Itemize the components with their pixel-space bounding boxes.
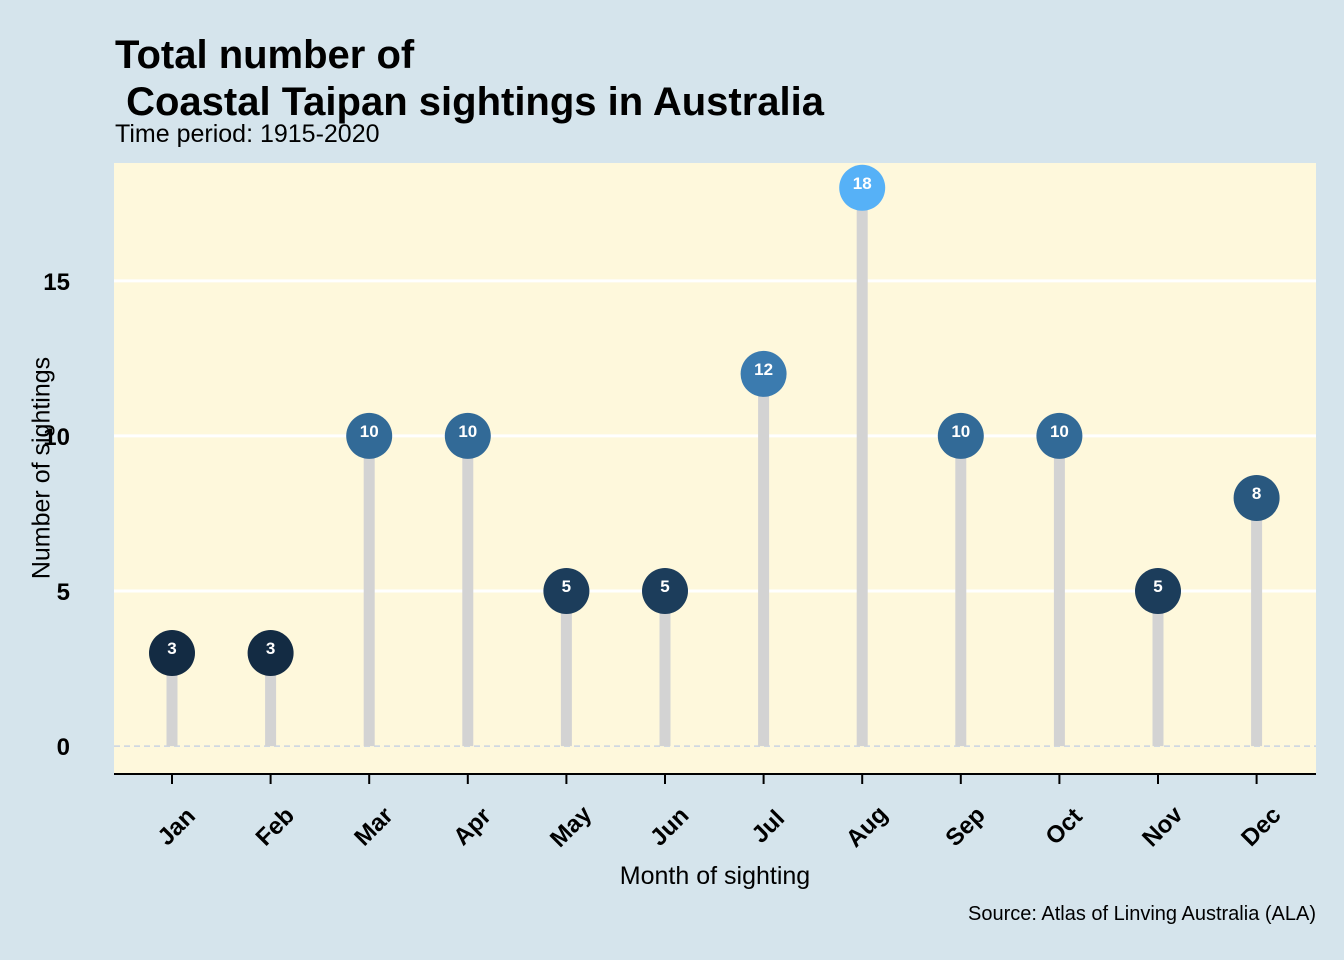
data-label-mar: 10 <box>360 422 379 441</box>
point-jun <box>642 568 688 615</box>
point-feb <box>247 630 294 677</box>
data-label-jun: 5 <box>660 577 669 596</box>
data-label-oct: 10 <box>1050 422 1069 441</box>
point-oct <box>1036 412 1083 459</box>
x-tick-label-jan: Jan <box>153 803 201 851</box>
point-jan <box>149 630 195 677</box>
chart-title: Total number of Coastal Taipan sightings… <box>115 33 825 124</box>
point-aug <box>839 164 886 211</box>
y-tick-label-0: 0 <box>57 734 70 761</box>
data-label-jul: 12 <box>754 360 773 379</box>
y-tick-label-10: 10 <box>43 424 70 451</box>
y-tick-label-15: 15 <box>43 269 70 296</box>
chart-caption: Source: Atlas of Linving Australia (ALA) <box>968 903 1316 925</box>
data-label-aug: 18 <box>853 174 872 193</box>
x-tick-label-nov: Nov <box>1137 801 1189 853</box>
data-label-feb: 3 <box>266 639 275 658</box>
data-label-apr: 10 <box>458 422 477 441</box>
point-mar <box>346 412 393 459</box>
point-nov <box>1135 568 1181 615</box>
x-tick-label-jul: Jul <box>746 805 790 849</box>
point-dec <box>1233 474 1280 521</box>
data-label-nov: 5 <box>1153 577 1162 596</box>
x-tick-label-sep: Sep <box>940 802 990 852</box>
chart-subtitle: Time period: 1915-2020 <box>115 120 380 148</box>
point-sep <box>937 412 984 459</box>
x-tick-label-jun: Jun <box>645 802 694 851</box>
x-tick-label-apr: Apr <box>448 803 496 851</box>
point-apr <box>444 412 491 459</box>
data-label-sep: 10 <box>951 422 970 441</box>
y-axis-title: Number of sightings <box>27 356 56 580</box>
point-may <box>543 568 590 615</box>
x-tick-label-may: May <box>545 800 598 853</box>
data-label-dec: 8 <box>1252 484 1261 503</box>
point-jul <box>740 350 787 397</box>
y-tick-label-5: 5 <box>57 579 70 606</box>
x-tick-label-mar: Mar <box>349 802 398 851</box>
x-tick-label-oct: Oct <box>1040 803 1087 850</box>
data-label-jan: 3 <box>167 639 176 658</box>
x-tick-label-dec: Dec <box>1236 802 1286 852</box>
data-label-may: 5 <box>562 577 571 596</box>
x-tick-label-aug: Aug <box>841 801 893 853</box>
plot-panel-background <box>114 163 1316 774</box>
x-tick-label-feb: Feb <box>251 802 300 851</box>
x-axis-title: Month of sighting <box>619 862 811 890</box>
